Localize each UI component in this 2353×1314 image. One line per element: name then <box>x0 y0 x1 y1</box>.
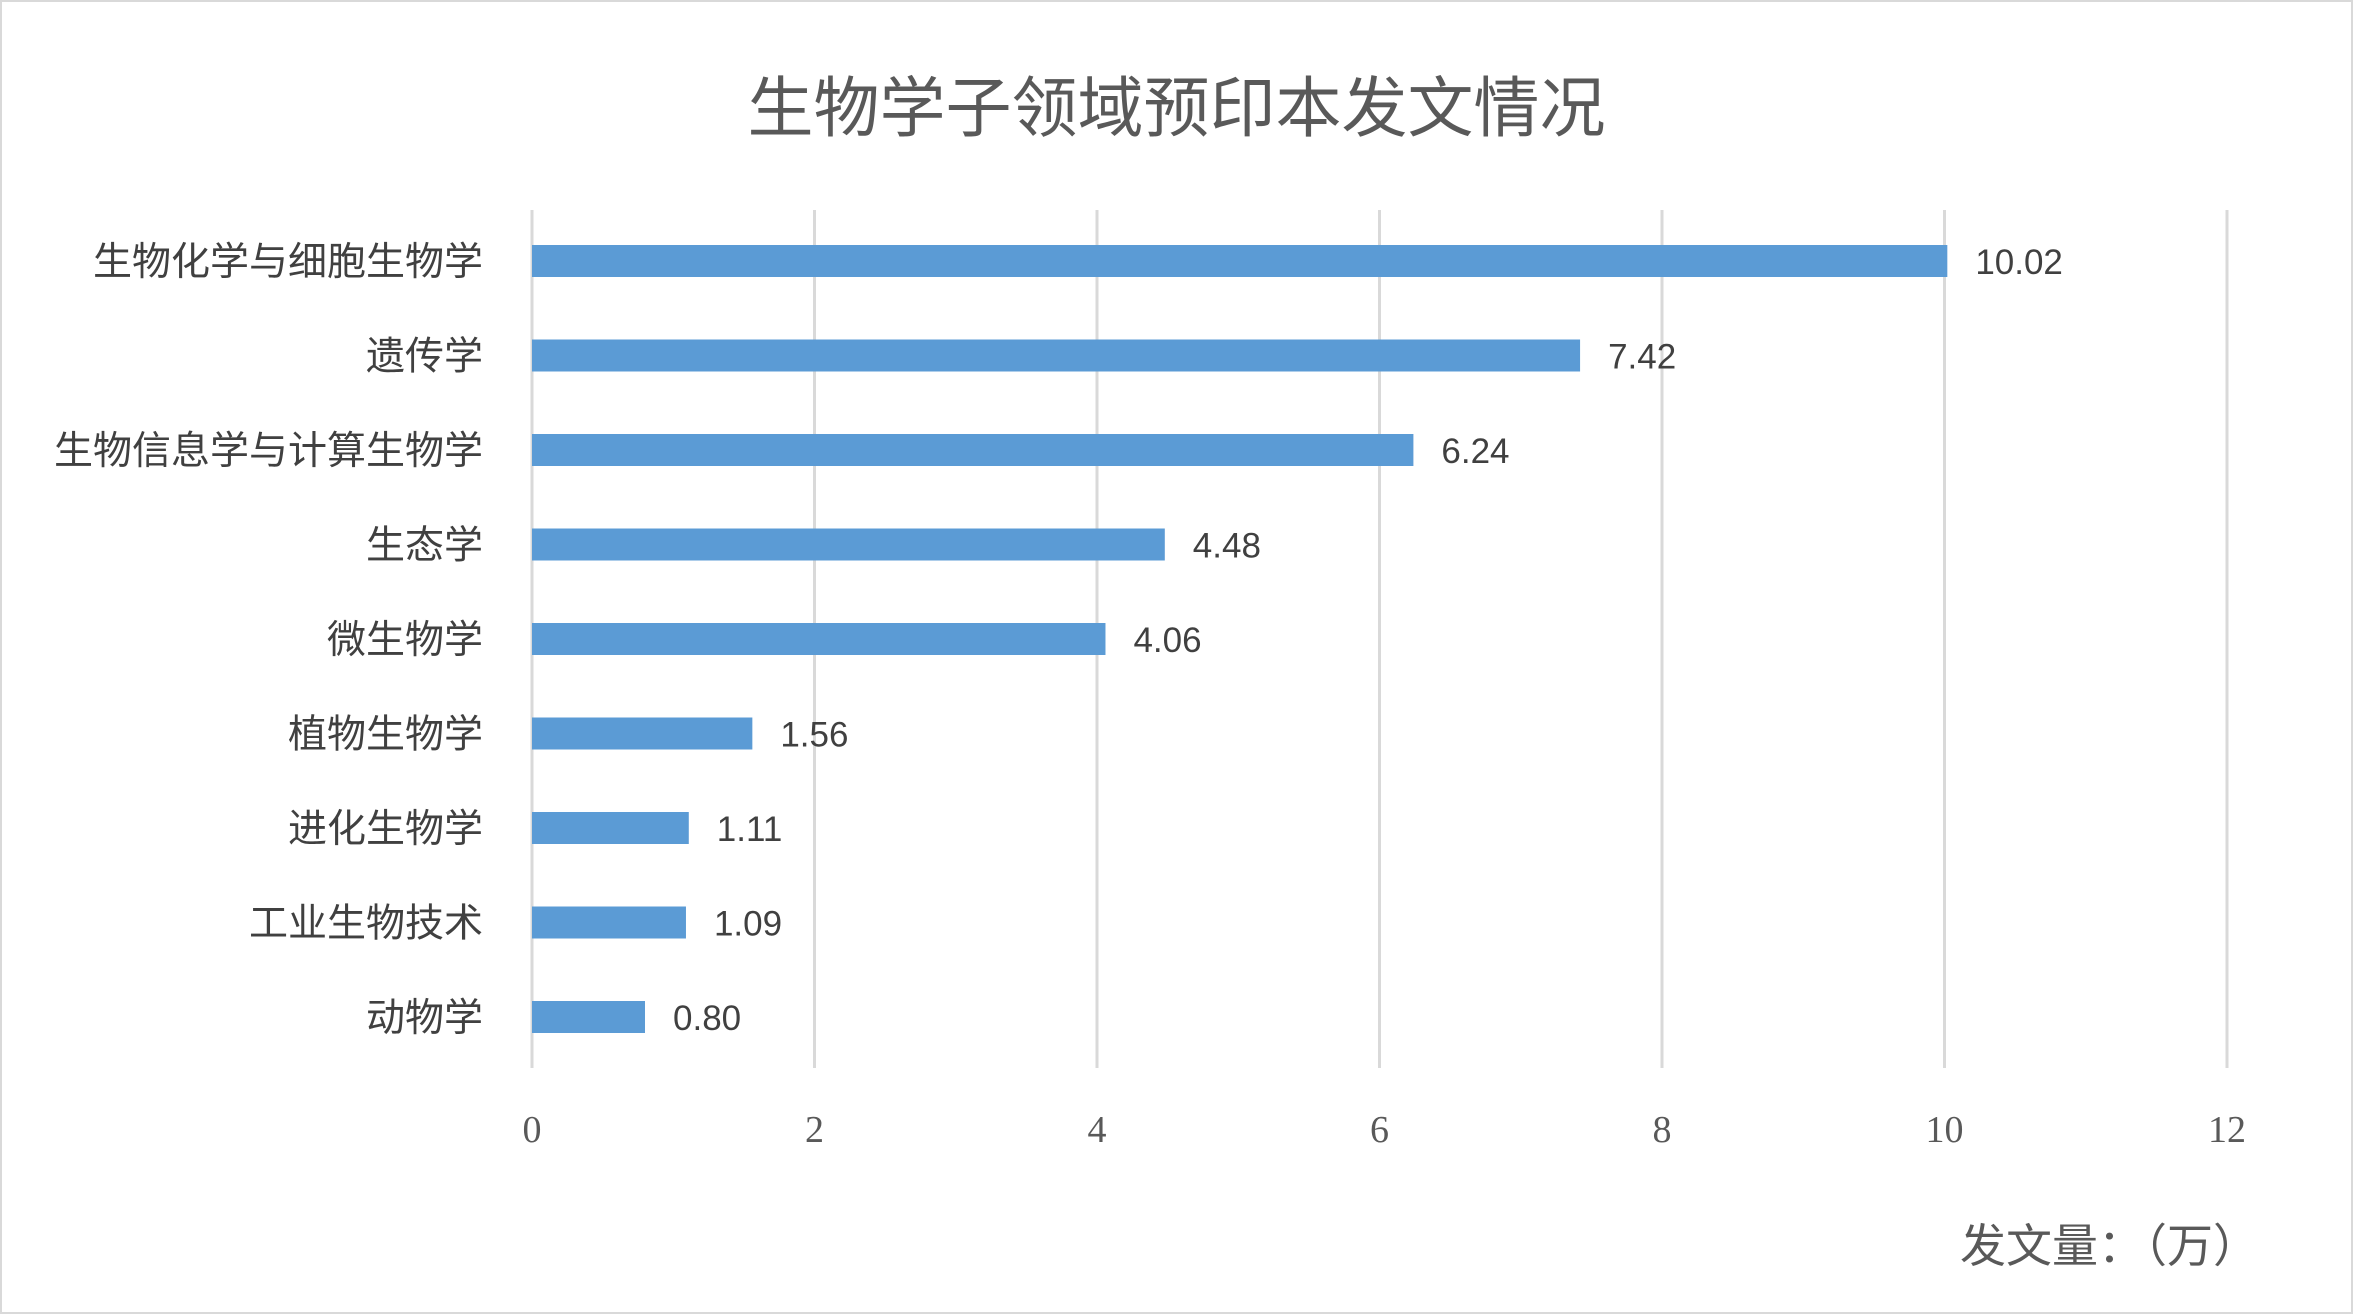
bar <box>532 245 1948 277</box>
value-label: 0.80 <box>673 999 741 1038</box>
category-label: 动物学 <box>366 996 483 1041</box>
category-label: 生态学 <box>366 524 483 569</box>
value-label: 4.48 <box>1193 527 1261 566</box>
x-tick-label: 8 <box>1653 1109 1672 1151</box>
category-label: 遗传学 <box>366 335 483 380</box>
value-labels: 10.02 7.42 6.24 4.48 4.06 1.56 1.11 1.09 0.80 <box>673 243 2063 1038</box>
value-label: 7.42 <box>1608 338 1676 377</box>
category-label: 生物信息学与计算生物学 <box>54 429 483 474</box>
category-label: 微生物学 <box>327 618 483 663</box>
value-label: 4.06 <box>1133 621 1201 660</box>
category-label: 工业生物技术 <box>249 902 483 947</box>
bar <box>532 717 753 750</box>
x-tick-label: 12 <box>2208 1109 2246 1151</box>
x-tick-label: 4 <box>1088 1109 1107 1151</box>
value-label: 1.11 <box>717 810 783 849</box>
category-label: 植物生物学 <box>288 713 483 758</box>
category-labels: 生物化学与细胞生物学遗传学生物信息学与计算生物学生态学微生物学植物生物学进化生物… <box>54 240 483 1041</box>
x-tick-label: 6 <box>1370 1109 1389 1151</box>
bar <box>532 1001 645 1033</box>
x-axis-unit-label: 发文量：（万） <box>1960 1219 2259 1273</box>
value-label: 1.56 <box>780 716 848 755</box>
bar <box>532 528 1165 561</box>
value-label: 10.02 <box>1975 243 2063 282</box>
bar <box>532 906 686 939</box>
value-label: 6.24 <box>1441 432 1509 471</box>
bar <box>532 434 1414 466</box>
x-tick-labels: 0 2 4 6 8 10 12 <box>523 1109 2247 1151</box>
category-label: 进化生物学 <box>288 807 483 852</box>
chart-title: 生物学子领域预印本发文情况 <box>747 70 1606 147</box>
category-label: 生物化学与细胞生物学 <box>93 240 483 285</box>
bar <box>532 623 1106 655</box>
x-tick-label: 2 <box>805 1109 824 1151</box>
x-tick-label: 10 <box>1926 1109 1964 1151</box>
x-tick-label: 0 <box>523 1109 542 1151</box>
bar <box>532 339 1581 372</box>
bars <box>532 245 1948 1033</box>
bar <box>532 812 689 844</box>
value-label: 1.09 <box>714 905 782 944</box>
